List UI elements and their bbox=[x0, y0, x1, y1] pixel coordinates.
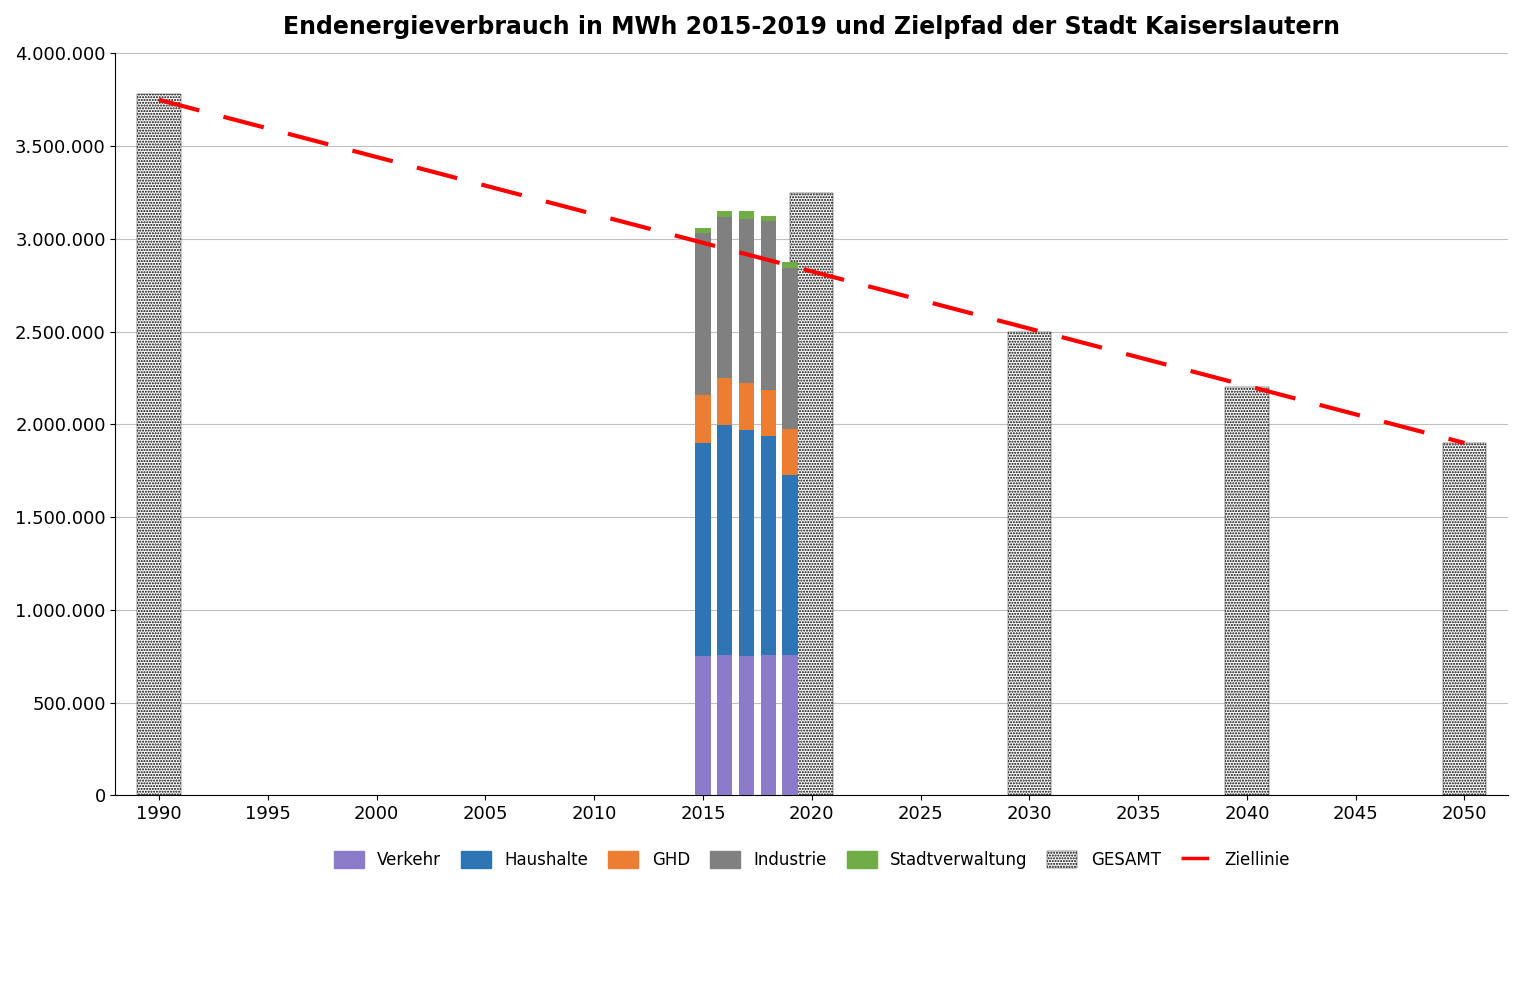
Bar bbox=[783, 476, 798, 655]
Bar bbox=[760, 436, 775, 655]
Bar bbox=[1008, 332, 1051, 796]
Bar bbox=[739, 383, 754, 430]
Bar bbox=[739, 430, 754, 656]
Bar bbox=[717, 426, 733, 655]
Bar bbox=[783, 268, 798, 429]
Bar bbox=[760, 390, 775, 436]
Bar bbox=[739, 219, 754, 383]
Legend: Verkehr, Haushalte, GHD, Industrie, Stadtverwaltung, GESAMT, Ziellinie: Verkehr, Haushalte, GHD, Industrie, Stad… bbox=[327, 845, 1296, 876]
Bar bbox=[790, 192, 833, 796]
Bar bbox=[717, 212, 733, 217]
Bar bbox=[783, 429, 798, 476]
Bar bbox=[696, 233, 711, 394]
Title: Endenergieverbrauch in MWh 2015-2019 und Zielpfad der Stadt Kaiserslautern: Endenergieverbrauch in MWh 2015-2019 und… bbox=[283, 15, 1340, 39]
Bar bbox=[739, 656, 754, 796]
Bar bbox=[717, 217, 733, 378]
Bar bbox=[717, 655, 733, 796]
Bar bbox=[1442, 443, 1486, 796]
Bar bbox=[717, 378, 733, 426]
Bar bbox=[760, 216, 775, 222]
Bar bbox=[696, 443, 711, 656]
Bar bbox=[783, 655, 798, 796]
Bar bbox=[1224, 387, 1269, 796]
Bar bbox=[760, 655, 775, 796]
Bar bbox=[760, 222, 775, 390]
Bar bbox=[783, 263, 798, 268]
Bar bbox=[739, 211, 754, 219]
Bar bbox=[696, 229, 711, 233]
Bar bbox=[137, 94, 181, 796]
Bar bbox=[696, 394, 711, 443]
Bar bbox=[696, 656, 711, 796]
